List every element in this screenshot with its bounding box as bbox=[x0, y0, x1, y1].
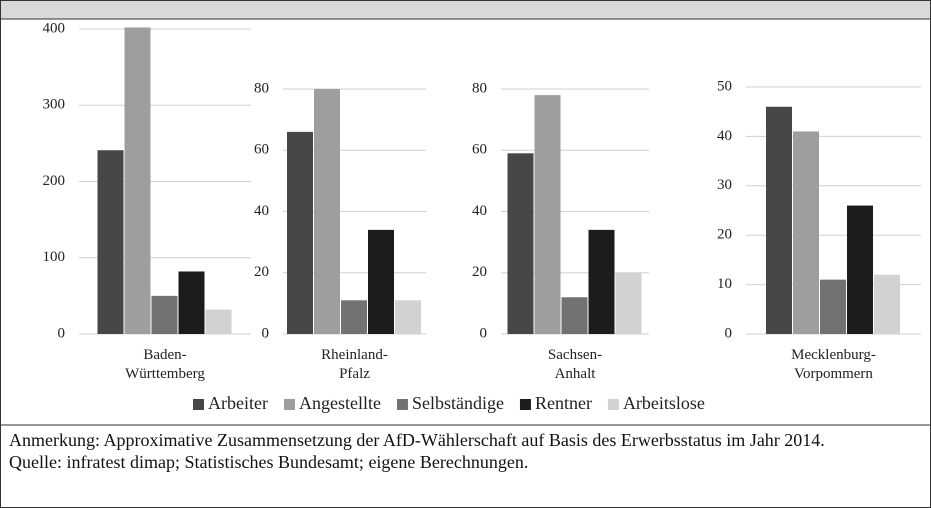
y-tick-label: 400 bbox=[43, 20, 66, 36]
y-tick-label: 60 bbox=[472, 142, 487, 158]
y-tick-label: 0 bbox=[58, 325, 66, 341]
legend-label: Angestellte bbox=[299, 393, 381, 413]
y-tick-label: 20 bbox=[717, 227, 732, 243]
bar bbox=[124, 27, 151, 334]
bar bbox=[205, 309, 232, 334]
category-label: Sachsen-Anhalt bbox=[548, 347, 602, 382]
bar bbox=[820, 279, 846, 334]
chart: 0100200300400Baden-Württemberg020406080R… bbox=[1, 1, 930, 426]
y-tick-label: 40 bbox=[254, 203, 269, 219]
bar bbox=[314, 89, 340, 334]
notes: Anmerkung: Approximative Zusammensetzung… bbox=[9, 429, 921, 473]
legend-label: Arbeiter bbox=[208, 393, 268, 413]
y-tick-label: 0 bbox=[262, 325, 270, 341]
bar bbox=[561, 297, 588, 334]
legend-label: Arbeitslose bbox=[623, 393, 705, 413]
y-tick-label: 100 bbox=[43, 249, 66, 265]
bar bbox=[341, 300, 367, 334]
header-band bbox=[1, 1, 930, 19]
y-tick-label: 300 bbox=[43, 97, 66, 113]
legend-label: Selbständige bbox=[412, 393, 504, 413]
bar bbox=[395, 300, 421, 334]
bar bbox=[615, 272, 642, 334]
y-tick-label: 50 bbox=[717, 78, 732, 94]
bar bbox=[287, 131, 313, 334]
legend-swatch bbox=[283, 399, 295, 410]
y-tick-label: 20 bbox=[472, 264, 487, 280]
bar bbox=[368, 229, 394, 334]
note: Anmerkung: Approximative Zusammensetzung… bbox=[9, 430, 825, 450]
note: Quelle: infratest dimap; Statistisches B… bbox=[9, 452, 529, 472]
y-tick-label: 10 bbox=[717, 276, 732, 292]
bar bbox=[793, 131, 819, 334]
bar bbox=[766, 106, 792, 334]
bar bbox=[588, 229, 615, 334]
bar bbox=[847, 205, 873, 334]
y-tick-label: 0 bbox=[480, 325, 488, 341]
legend-swatch bbox=[193, 399, 204, 410]
legend-swatch bbox=[607, 399, 619, 410]
y-tick-label: 0 bbox=[725, 325, 733, 341]
legend-label: Rentner bbox=[535, 393, 592, 413]
bar bbox=[151, 295, 178, 334]
y-tick-label: 40 bbox=[472, 203, 487, 219]
bar bbox=[97, 150, 124, 334]
legend-swatch bbox=[519, 399, 531, 410]
category-label: Mecklenburg-Vorpommern bbox=[791, 347, 876, 382]
bar bbox=[178, 271, 205, 334]
category-label: Baden-Württemberg bbox=[125, 347, 205, 382]
y-tick-label: 200 bbox=[43, 173, 66, 189]
y-tick-label: 60 bbox=[254, 142, 269, 158]
bar bbox=[507, 153, 534, 334]
y-tick-label: 20 bbox=[254, 264, 269, 280]
y-tick-label: 80 bbox=[472, 80, 487, 96]
y-tick-label: 80 bbox=[254, 80, 269, 96]
y-tick-label: 40 bbox=[717, 128, 732, 144]
category-label: Rheinland-Pfalz bbox=[321, 347, 388, 382]
legend-swatch bbox=[396, 399, 408, 410]
bar bbox=[874, 274, 900, 334]
bar bbox=[534, 95, 561, 334]
y-tick-label: 30 bbox=[717, 177, 732, 193]
